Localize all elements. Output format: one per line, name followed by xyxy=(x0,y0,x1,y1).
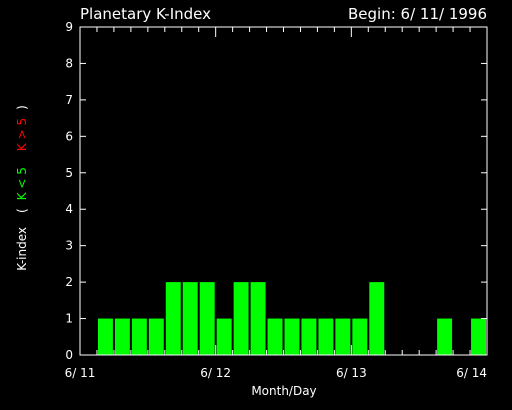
bar xyxy=(131,318,147,355)
y-axis-label-green: K < 5 xyxy=(15,167,29,200)
bar xyxy=(97,318,113,355)
chart-title: Planetary K-Index xyxy=(80,5,211,23)
y-ticks: 0 1 2 3 4 5 6 7 8 9 xyxy=(65,20,487,362)
bar xyxy=(301,318,317,355)
y-tick-label: 5 xyxy=(65,166,73,180)
chart-subtitle: Begin: 6/ 11/ 1996 xyxy=(348,5,487,23)
bar xyxy=(148,318,164,355)
y-axis-label-red: K > 5 xyxy=(15,118,29,151)
plot-frame xyxy=(79,26,488,356)
y-axis-label: K-index ( K < 5 K > 5) xyxy=(15,105,29,271)
y-tick-label: 9 xyxy=(65,20,73,34)
y-axis-label-close-paren: ) xyxy=(15,105,29,110)
bar xyxy=(267,318,283,355)
bar xyxy=(216,318,232,355)
x-tick-label: 6/ 12 xyxy=(200,366,231,380)
bar xyxy=(182,282,198,355)
y-tick-label: 0 xyxy=(65,348,73,362)
y-tick-label: 4 xyxy=(65,202,73,216)
bar xyxy=(318,318,334,355)
y-tick-label: 8 xyxy=(65,56,73,70)
y-tick-label: 6 xyxy=(65,129,73,143)
y-axis-label-open-paren: ( xyxy=(15,208,29,213)
y-tick-label: 7 xyxy=(65,93,73,107)
y-tick-label: 1 xyxy=(65,312,73,326)
y-tick-label: 2 xyxy=(65,275,73,289)
y-axis-label-prefix: K-index xyxy=(15,227,29,271)
bar xyxy=(199,282,215,355)
bar xyxy=(114,318,130,355)
bar xyxy=(369,282,385,355)
x-axis-label: Month/Day xyxy=(251,384,316,398)
bar xyxy=(233,282,249,355)
bar xyxy=(471,318,486,355)
bar xyxy=(335,318,351,355)
bar-group xyxy=(97,282,486,355)
bar xyxy=(352,318,368,355)
bar xyxy=(250,282,266,355)
x-ticks: 6/ 11 6/ 12 6/ 13 6/ 14 xyxy=(65,27,488,380)
x-tick-label: 6/ 14 xyxy=(456,366,487,380)
y-tick-label: 3 xyxy=(65,239,73,253)
x-tick-label: 6/ 13 xyxy=(336,366,367,380)
bar xyxy=(165,282,181,355)
bar xyxy=(284,318,300,355)
x-tick-label: 6/ 11 xyxy=(65,366,96,380)
bar xyxy=(437,318,453,355)
